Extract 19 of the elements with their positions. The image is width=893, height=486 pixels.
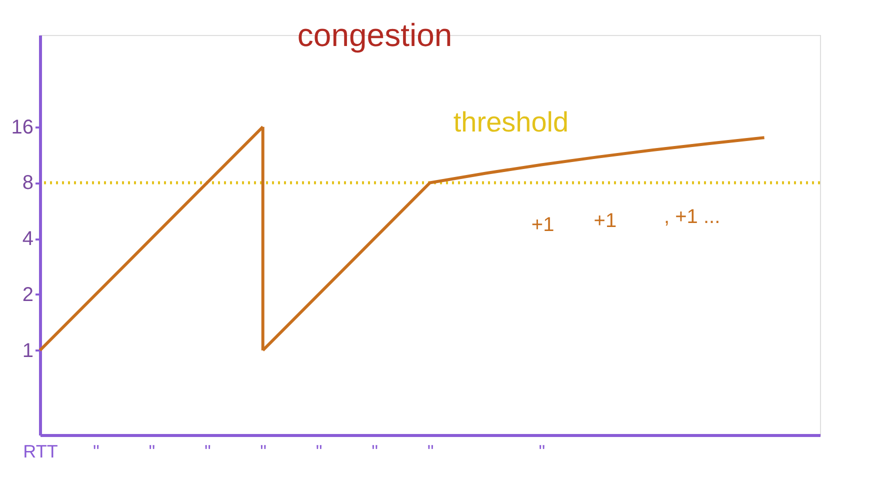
y-tick-label: 1 [22, 340, 34, 362]
x-tick-label: " [372, 442, 378, 462]
y-tick-label: 16 [11, 116, 34, 138]
y-tick-label: 8 [22, 172, 34, 194]
y-tick-label: 4 [22, 228, 34, 250]
x-tick-label: " [204, 442, 211, 462]
annotation: +1 [531, 214, 554, 236]
ref-line-label: threshold [453, 106, 569, 138]
x-tick-label: " [148, 442, 156, 462]
annotation: , +1 ... [664, 206, 720, 228]
x-tick-label: " [538, 442, 546, 462]
annotation: +1 [594, 210, 617, 232]
x-tick-label: " [316, 442, 322, 462]
x-tick-label: " [427, 442, 434, 462]
annotation: congestion [297, 17, 452, 53]
x-tick-label: " [260, 442, 267, 462]
x-tick-label: " [93, 442, 100, 462]
y-tick-label: 2 [22, 284, 34, 306]
x-tick-label: RTT [23, 442, 58, 462]
